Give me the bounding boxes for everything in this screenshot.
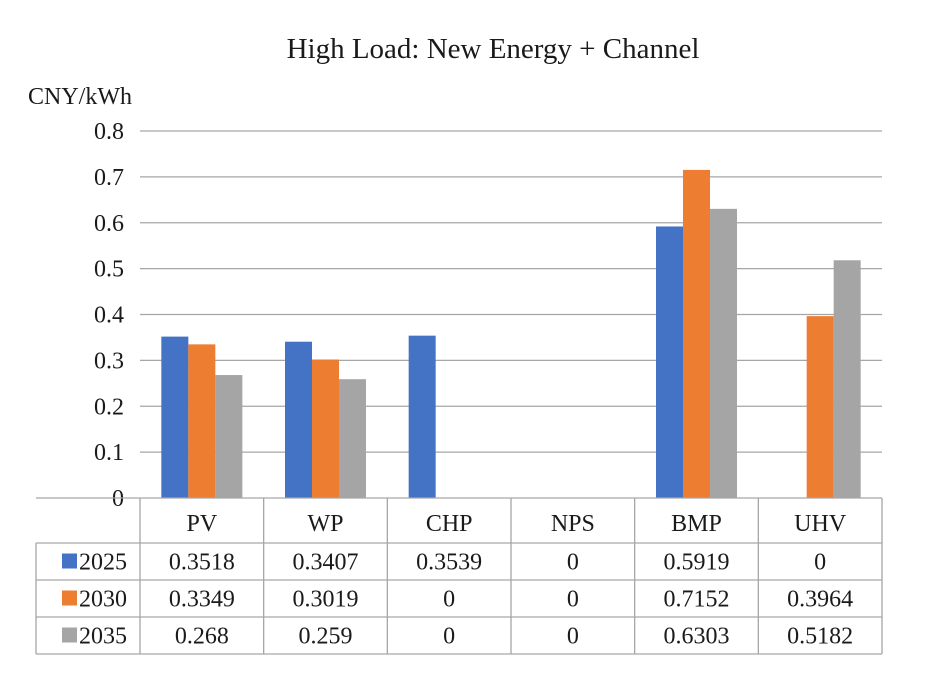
y-tick-label: 0.2 (94, 394, 124, 420)
legend-label-2030: 2030 (79, 587, 127, 613)
bars (161, 169, 861, 499)
y-tick-label: 0.4 (94, 303, 124, 329)
category-label-uhv: UHV (794, 511, 847, 537)
bar-chp-2025 (408, 335, 436, 498)
legend-key-2025 (62, 553, 77, 569)
data-label-2025-nps: 0 (567, 550, 579, 576)
y-tick-label: 0.3 (94, 348, 124, 374)
data-label-2030-uhv: 0.3964 (787, 587, 853, 613)
data-label-2025-uhv: 0 (814, 550, 826, 576)
bar-pv-2035 (215, 375, 243, 498)
y-tick-label: 0.1 (94, 440, 124, 466)
legend-label-2025: 2025 (79, 550, 127, 576)
category-label-nps: NPS (551, 511, 595, 537)
data-label-2025-bmp: 0.5919 (664, 550, 730, 576)
bar-wp-2035 (339, 379, 366, 498)
data-label-2035-chp: 0 (443, 624, 455, 650)
data-label-2035-uhv: 0.5182 (787, 624, 853, 650)
bar-wp-2030 (312, 359, 339, 498)
y-tick-label: 0.7 (94, 165, 124, 191)
data-label-2035-bmp: 0.6303 (664, 624, 730, 650)
bar-wp-2025 (285, 341, 312, 498)
bar-bmp-2035 (710, 208, 737, 499)
data-label-2035-wp: 0.259 (299, 624, 353, 650)
bar-uhv-2035 (833, 260, 861, 498)
bar-bmp-2025 (656, 226, 683, 498)
y-axis-ticks: 0 0.1 0.2 0.3 0.4 0.5 0.6 0.7 0.8 (94, 119, 124, 512)
y-axis-label: CNY/kWh (28, 84, 132, 110)
data-label-2030-chp: 0 (443, 587, 455, 613)
data-label-2030-nps: 0 (567, 587, 579, 613)
legend-label-2035: 2035 (79, 624, 127, 650)
data-label-2035-pv: 0.268 (175, 624, 229, 650)
chart-title: High Load: New Energy + Channel (287, 33, 700, 65)
gridlines (140, 130, 882, 453)
data-label-2030-wp: 0.3019 (293, 587, 359, 613)
legend-key-2035 (62, 627, 77, 643)
category-label-pv: PV (186, 511, 217, 537)
category-label-bmp: BMP (671, 511, 722, 537)
bar-bmp-2030 (683, 169, 710, 499)
data-label-2025-chp: 0.3539 (416, 550, 482, 576)
legend-key-2030 (62, 590, 77, 606)
category-label-chp: CHP (426, 511, 473, 537)
data-label-2030-bmp: 0.7152 (664, 587, 730, 613)
data-label-2025-wp: 0.3407 (293, 550, 359, 576)
y-tick-label: 0.6 (94, 211, 124, 237)
y-tick-label: 0.8 (94, 119, 124, 145)
bar-uhv-2030 (806, 316, 834, 498)
bar-pv-2025 (161, 336, 189, 498)
data-label-2025-pv: 0.3518 (169, 550, 235, 576)
y-tick-label: 0.5 (94, 257, 124, 283)
bar-pv-2030 (188, 344, 216, 498)
data-table: PV WP CHP NPS BMP UHV 2025 0.3518 0.3407 0.3539 0 0… (35, 497, 883, 655)
y-tick-label: 0 (112, 486, 124, 512)
data-label-2030-pv: 0.3349 (169, 587, 235, 613)
data-label-2035-nps: 0 (567, 624, 579, 650)
category-label-wp: WP (308, 511, 344, 537)
